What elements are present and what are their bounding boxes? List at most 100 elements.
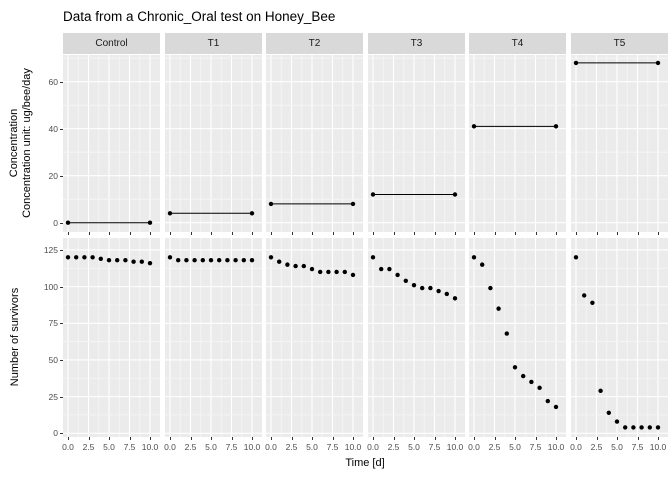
data-point	[293, 263, 298, 269]
x-tick-mark	[150, 437, 151, 440]
x-tick-label: 2.5	[285, 442, 298, 452]
x-tick-mark	[211, 437, 212, 440]
x-tick-mark	[637, 437, 639, 440]
data-point	[208, 258, 214, 263]
x-tick-mark	[515, 437, 516, 440]
data-point	[512, 365, 518, 370]
bottom-panel-t2	[266, 238, 363, 437]
x-tick-mark	[455, 232, 456, 235]
data-point	[241, 258, 246, 263]
data-point	[217, 258, 222, 263]
data-point	[233, 258, 238, 263]
top-panel-t5-canvas	[571, 55, 668, 232]
data-point	[147, 260, 153, 266]
x-tick-label: 10.0	[649, 442, 667, 452]
x-tick-label: 2.5	[387, 442, 400, 452]
data-point	[370, 255, 376, 260]
x-tick-mark	[434, 437, 436, 440]
x-tick-mark	[271, 437, 272, 440]
data-point	[582, 293, 587, 298]
data-point	[131, 259, 136, 264]
x-tick-mark	[190, 232, 192, 235]
data-point	[411, 282, 417, 288]
x-tick-label: 7.5	[428, 442, 441, 452]
top-panel-t2-canvas	[266, 55, 363, 232]
x-tick-mark	[170, 437, 171, 440]
x-tick-mark	[494, 232, 496, 235]
top-panel-t3	[368, 55, 465, 232]
bottom-panel-t5	[571, 238, 668, 437]
data-point	[379, 266, 384, 272]
y-tick-mark	[60, 175, 63, 177]
data-point	[395, 272, 400, 278]
x-tick-mark	[596, 232, 598, 235]
x-tick-mark	[393, 232, 395, 235]
x-tick-mark	[150, 232, 151, 235]
x-tick-mark	[556, 232, 557, 235]
x-tick-mark	[88, 437, 90, 440]
facet-strip-t4: T4	[469, 33, 566, 54]
x-tick-label: 5.0	[509, 442, 521, 452]
data-point	[428, 285, 433, 291]
x-tick-mark	[373, 437, 374, 440]
bottom-panel-t3-canvas	[368, 238, 465, 437]
x-tick-mark	[231, 437, 233, 440]
x-tick-mark	[414, 232, 415, 235]
x-tick-mark	[129, 232, 131, 235]
x-tick-mark	[109, 232, 110, 235]
y-tick-mark	[60, 249, 63, 251]
x-tick-label: 0.0	[367, 442, 379, 452]
x-tick-mark	[332, 232, 334, 235]
x-tick-mark	[414, 437, 415, 440]
x-tick-label: 0.0	[468, 442, 480, 452]
data-point	[184, 258, 189, 263]
top-panel-t3-canvas	[368, 55, 465, 232]
x-tick-mark	[658, 437, 659, 440]
data-point	[334, 269, 339, 275]
data-point	[249, 258, 255, 263]
x-tick-mark	[576, 232, 577, 235]
facet-strip-label: Control	[95, 38, 128, 49]
y-tick-mark	[60, 323, 63, 325]
x-tick-label: 7.5	[123, 442, 136, 452]
x-tick-mark	[515, 232, 516, 235]
bottom-panel-t3	[368, 238, 465, 437]
x-tick-label: 10.0	[547, 442, 565, 452]
x-tick-label: 5.0	[103, 442, 115, 452]
x-tick-mark	[617, 232, 618, 235]
data-point	[285, 262, 290, 267]
data-point	[115, 258, 120, 263]
data-point	[387, 266, 392, 272]
facet-strip-label: T3	[410, 38, 423, 49]
data-point	[350, 201, 356, 207]
y-tick-label: 0	[53, 428, 58, 439]
x-tick-mark	[576, 437, 577, 440]
data-point	[639, 425, 644, 430]
data-point	[225, 258, 230, 263]
data-point	[98, 256, 103, 261]
x-tick-mark	[252, 232, 253, 235]
data-point	[623, 425, 628, 430]
data-point	[647, 425, 652, 430]
data-point	[590, 300, 595, 305]
data-point	[436, 288, 441, 294]
x-tick-mark	[68, 437, 69, 440]
top-panel-control-canvas	[63, 55, 160, 232]
data-point	[655, 60, 661, 66]
data-point	[268, 201, 274, 207]
data-point	[200, 258, 205, 263]
x-tick-mark	[291, 437, 293, 440]
data-point	[268, 255, 274, 260]
facet-strip-t5: T5	[571, 33, 668, 54]
data-point	[192, 258, 197, 263]
x-tick-mark	[252, 437, 253, 440]
y-tick-mark	[60, 359, 63, 361]
data-point	[452, 296, 458, 301]
x-tick-mark	[474, 437, 475, 440]
y-tick-label: 100	[43, 281, 58, 292]
x-tick-label: 2.5	[488, 442, 501, 452]
x-tick-mark	[170, 232, 171, 235]
y-tick-label: 50	[48, 354, 58, 365]
